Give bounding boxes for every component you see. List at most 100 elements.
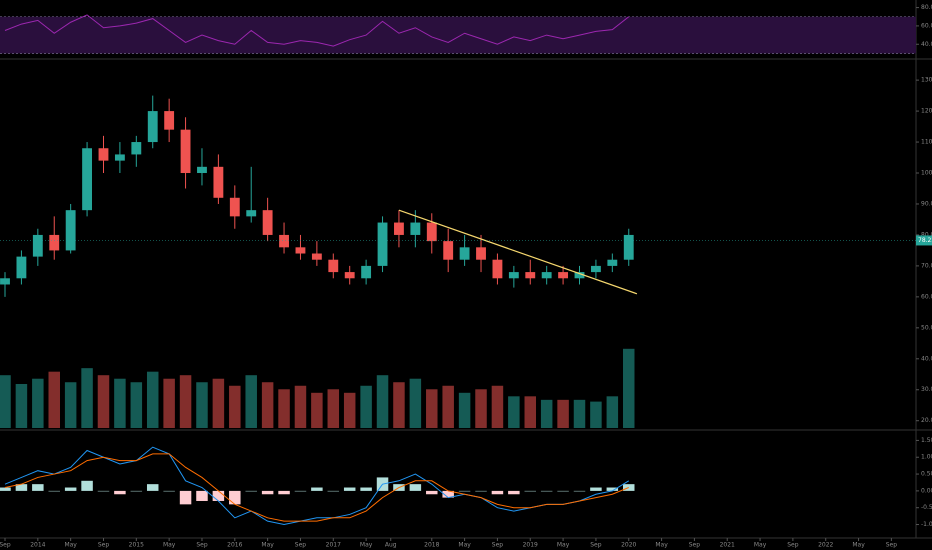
candle-body	[525, 272, 536, 279]
last-price-tag	[916, 235, 932, 246]
macd-histogram-bar	[163, 490, 175, 492]
macd-histogram-bar	[229, 490, 241, 505]
candle-body	[311, 253, 322, 260]
candle-body	[147, 111, 158, 143]
x-tick-label: 2019	[523, 542, 538, 549]
candle-body	[508, 272, 519, 279]
x-tick-label: Sep	[787, 542, 799, 549]
trendline	[398, 209, 638, 295]
volume-bar	[81, 368, 93, 428]
x-tick-label: Sep	[98, 542, 110, 549]
x-tick-label: Sep	[590, 542, 602, 549]
x-tick-label: Sep	[886, 542, 898, 549]
macd-histogram-bar	[524, 490, 537, 492]
macd-histogram-bar	[508, 490, 520, 495]
candle-body	[262, 210, 273, 235]
y-tick-label: 60.00	[921, 293, 932, 300]
candle-body	[98, 148, 109, 161]
x-tick-label: May	[163, 542, 176, 549]
x-tick-label: May	[261, 542, 274, 549]
x-tick-label: May	[557, 542, 570, 549]
macd-histogram-bar	[311, 487, 323, 491]
candle-body	[459, 247, 470, 260]
x-tick-label: 2017	[326, 542, 341, 549]
x-tick-label: 2014	[30, 542, 45, 549]
macd-line	[4, 446, 630, 526]
volume-bar	[475, 389, 487, 428]
y-tick-label: 20.00	[921, 417, 932, 424]
volume-bar	[327, 389, 340, 428]
candle-body	[295, 247, 306, 254]
volume-bar	[212, 378, 225, 428]
candle-body	[394, 222, 404, 235]
macd-histogram-bar	[442, 490, 454, 498]
volume-bar	[114, 378, 126, 428]
macd-histogram-bar	[409, 484, 422, 491]
candle-body	[0, 278, 10, 285]
volume-bar	[343, 392, 356, 428]
x-tick-label: Aug	[385, 542, 397, 549]
macd-histogram-bar	[130, 490, 143, 492]
macd-histogram-bar	[458, 490, 471, 492]
candle-body	[65, 210, 76, 251]
candle-body	[590, 265, 601, 273]
volume-bar	[294, 385, 307, 428]
volume-bar	[606, 396, 619, 428]
y-tick-label: 80.00	[921, 231, 932, 238]
candle-body	[541, 272, 552, 279]
y-tick-label: 0.50	[921, 471, 932, 478]
candle-body	[16, 256, 27, 279]
macd-histogram-bar	[278, 490, 290, 495]
volume-bar	[261, 382, 274, 428]
macd-histogram-bar	[0, 487, 11, 491]
macd-histogram-bar	[245, 490, 257, 492]
x-tick-label: Sep	[492, 542, 504, 549]
macd-histogram-bar	[81, 480, 93, 491]
candle-body	[49, 234, 60, 251]
y-tick-label: 0.00	[921, 487, 932, 494]
x-tick-label: May	[852, 542, 865, 549]
y-tick-label: 90.00	[921, 200, 932, 207]
volume-bar	[229, 385, 241, 428]
candle-body	[377, 222, 388, 266]
y-tick-label: 120.00	[921, 108, 932, 115]
x-tick-label: May	[655, 542, 668, 549]
volume-bar	[557, 399, 569, 428]
candle-body	[558, 272, 569, 279]
macd-histogram-bar	[32, 484, 44, 491]
candle-body	[197, 166, 207, 174]
candle-body	[279, 234, 289, 248]
macd-histogram-bar	[15, 484, 28, 491]
volume-bar	[590, 401, 602, 428]
candle-body	[492, 259, 503, 279]
y-tick-label: 60.00	[921, 22, 932, 29]
x-tick-label: May	[360, 542, 373, 549]
y-tick-label: 40.00	[921, 41, 932, 48]
y-tick-label: 80.00	[921, 4, 932, 11]
y-tick-label: 110.00	[921, 139, 932, 146]
volume-bar	[15, 384, 28, 428]
y-tick-label: 130.00	[921, 77, 932, 84]
volume-bar	[376, 375, 389, 428]
rsi-line	[4, 14, 630, 47]
x-tick-label: Sep	[0, 542, 11, 549]
y-tick-label: 50.00	[921, 324, 932, 331]
rsi-band	[0, 16, 916, 54]
volume-bar	[163, 378, 175, 428]
x-tick-label: 2018	[424, 542, 439, 549]
y-tick-label: 100.00	[921, 170, 932, 177]
macd-histogram-bar	[146, 484, 159, 491]
volume-bar	[196, 382, 208, 428]
volume-bar	[393, 382, 405, 428]
y-tick-label: 70.00	[921, 262, 932, 269]
y-tick-label: 1.50	[921, 437, 932, 444]
volume-bar	[540, 399, 553, 428]
volume-bar	[179, 375, 192, 428]
y-tick-label: 40.00	[921, 355, 932, 362]
macd-line	[4, 453, 629, 522]
x-tick-label: Sep	[295, 542, 307, 549]
macd-histogram-bar	[327, 490, 340, 492]
candle-body	[82, 148, 92, 211]
volume-bar	[426, 389, 438, 428]
